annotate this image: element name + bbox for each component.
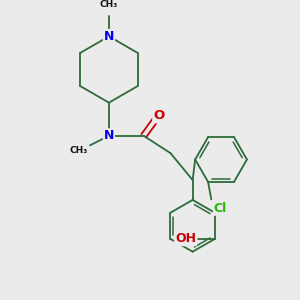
Text: CH₃: CH₃ — [100, 0, 118, 9]
Text: OH: OH — [175, 232, 196, 245]
Text: O: O — [153, 110, 164, 122]
Text: Cl: Cl — [214, 202, 227, 215]
Text: N: N — [104, 30, 114, 43]
Text: N: N — [104, 129, 114, 142]
Text: CH₃: CH₃ — [69, 146, 88, 155]
